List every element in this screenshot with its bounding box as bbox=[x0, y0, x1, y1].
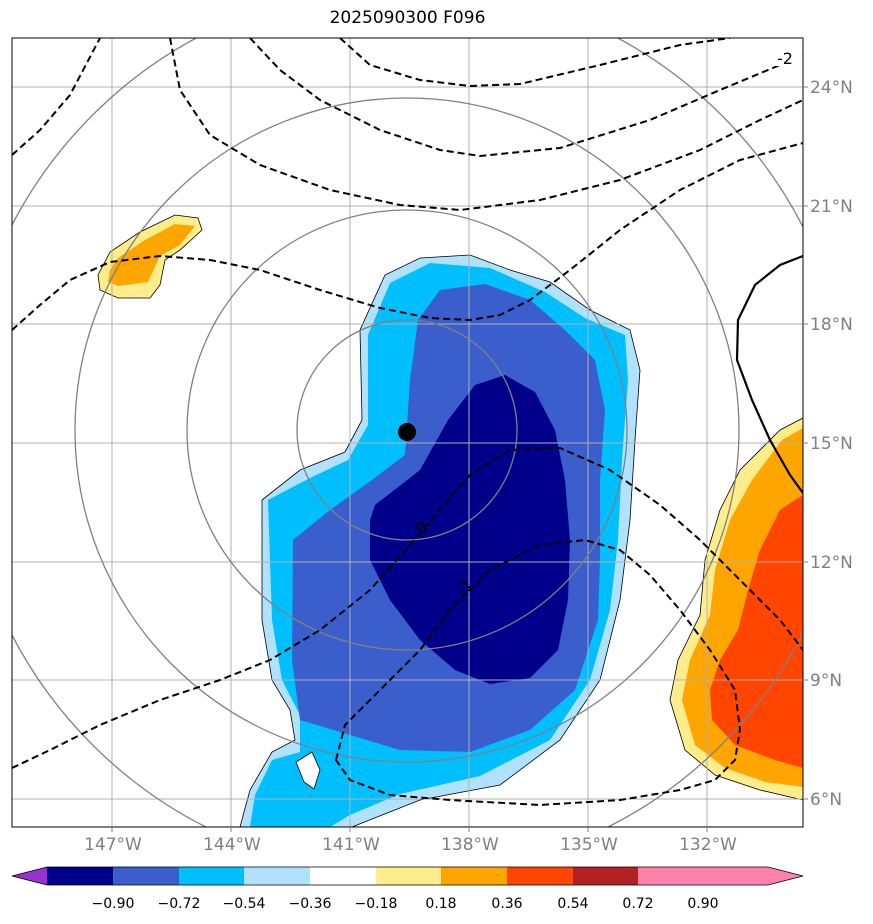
colorbar-tick: −0.36 bbox=[289, 896, 332, 912]
contour-label-minus-2: -2 bbox=[777, 49, 793, 68]
negative-region-core bbox=[370, 375, 570, 684]
lat-label: 6°N bbox=[810, 790, 842, 810]
shaded-field bbox=[98, 215, 803, 827]
longitude-labels: 147°W 144°W 141°W 138°W 135°W 132°W bbox=[84, 827, 737, 855]
lon-label: 138°W bbox=[441, 835, 499, 855]
colorbar-tick: 0.36 bbox=[491, 896, 522, 912]
colorbar-tick: 0.54 bbox=[557, 896, 588, 912]
storm-center-marker bbox=[398, 423, 416, 441]
lat-label: 9°N bbox=[810, 671, 842, 691]
latitude-labels: 24°N 21°N 18°N 15°N 12°N 9°N 6°N bbox=[803, 78, 853, 810]
colorbar-segment bbox=[310, 867, 376, 885]
lon-label: 147°W bbox=[84, 835, 142, 855]
lon-label: 132°W bbox=[679, 835, 737, 855]
colorbar-segment bbox=[113, 867, 179, 885]
lat-label: 21°N bbox=[810, 197, 853, 217]
solid-contour bbox=[735, 254, 803, 494]
colorbar: −0.90 −0.72 −0.54 −0.36 −0.18 0.18 0.36 … bbox=[11, 866, 804, 912]
lat-label: 18°N bbox=[810, 315, 853, 335]
range-rings bbox=[12, 38, 803, 827]
positive-region-orange-nw bbox=[108, 224, 195, 286]
lat-label: 24°N bbox=[810, 78, 853, 98]
colorbar-segment bbox=[179, 867, 244, 885]
colorbar-tick: −0.18 bbox=[355, 896, 398, 912]
lat-label: 15°N bbox=[810, 434, 853, 454]
colorbar-segment bbox=[573, 867, 638, 885]
colorbar-segment bbox=[376, 867, 441, 885]
colorbar-segment bbox=[441, 867, 507, 885]
lat-label: 12°N bbox=[810, 553, 853, 573]
lon-label: 141°W bbox=[322, 835, 380, 855]
colorbar-tick: 0.90 bbox=[687, 896, 718, 912]
colorbar-tick: −0.72 bbox=[158, 896, 201, 912]
lon-label: 144°W bbox=[203, 835, 261, 855]
lon-label: 135°W bbox=[560, 835, 618, 855]
colorbar-segment bbox=[244, 867, 310, 885]
graticule bbox=[12, 38, 803, 827]
dashed-contours bbox=[12, 38, 803, 807]
colorbar-segment bbox=[47, 867, 113, 885]
colorbar-segment bbox=[638, 867, 703, 885]
map-frame bbox=[11, 37, 804, 828]
colorbar-tick: 0.72 bbox=[622, 896, 653, 912]
colorbar-tick: −0.90 bbox=[92, 896, 135, 912]
colorbar-tick: 0.18 bbox=[425, 896, 456, 912]
colorbar-tick: −0.54 bbox=[223, 896, 266, 912]
colorbar-extend-low bbox=[12, 867, 47, 885]
map-title: 2025090300 F096 bbox=[329, 8, 486, 28]
colorbar-segment bbox=[507, 867, 573, 885]
positive-region-red-east bbox=[710, 495, 803, 768]
